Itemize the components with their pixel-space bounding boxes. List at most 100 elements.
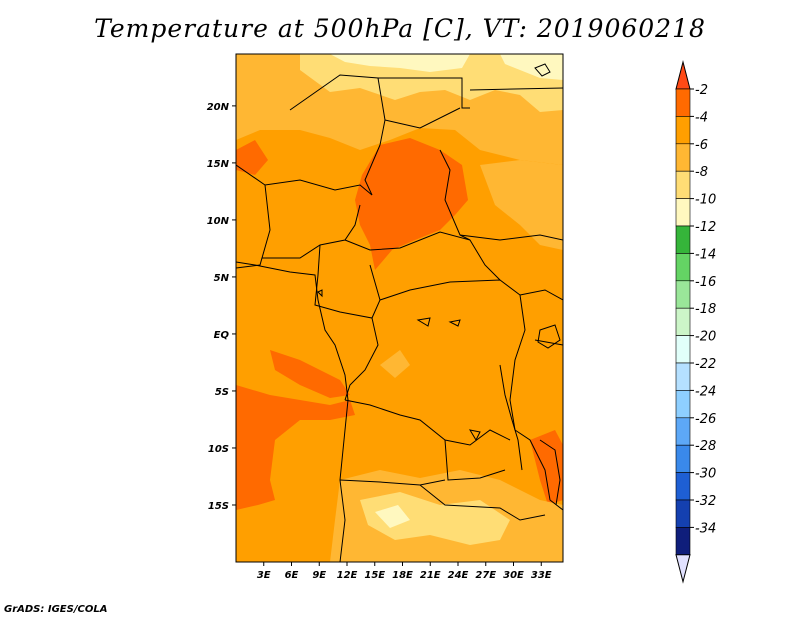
- lon-tick-label: 18E: [392, 570, 413, 581]
- colorbar-box: [675, 307, 691, 336]
- border-libya-chad: [384, 107, 461, 129]
- axis-ticks: 20N 15N 10N 5N EQ 5S 10S 15S 3E 6E 9E 12E 15E 18E 21E 2…: [207, 102, 552, 581]
- country-borders: [236, 63, 563, 562]
- lon-tick-label: 27E: [475, 570, 496, 581]
- colorbar: -2 -4 -6 -8 -10 -12 -14 -16 -18 -20 -22 -24 -26 -28 -3…: [675, 60, 716, 584]
- field-palest-north: [330, 54, 470, 72]
- lat-tick-label: 15N: [207, 159, 230, 170]
- field-cool-east: [480, 160, 563, 250]
- border-sudan-ss: [459, 234, 563, 241]
- border-drc-angola: [344, 399, 511, 446]
- colorbar-label: -6: [695, 138, 708, 153]
- lat-tick-label: 5N: [214, 273, 230, 284]
- colorbar-box: [675, 472, 691, 501]
- border-bioko: [317, 289, 323, 298]
- lon-tick-label: 6E: [285, 570, 299, 581]
- lat-tick-label: 5S: [215, 387, 229, 398]
- colorbar-label: -2: [695, 83, 708, 98]
- colorbar-box: [675, 88, 691, 117]
- colorbar-box: [675, 417, 691, 446]
- lon-tick-label: 33E: [531, 570, 552, 581]
- colorbar-label: -20: [695, 330, 716, 345]
- colorbar-label: -24: [695, 384, 716, 399]
- border-angola-namibia: [339, 479, 446, 486]
- border-coast-east: [539, 439, 561, 506]
- lat-tick-label: 20N: [207, 102, 230, 113]
- border-west-africa: [236, 257, 263, 269]
- colorbar-box: [675, 280, 691, 309]
- colorbar-label: -34: [695, 521, 716, 536]
- lon-tick-label: 30E: [503, 570, 524, 581]
- plot-frame: [235, 53, 564, 563]
- temperature-field: [236, 54, 563, 562]
- colorbar-label: -18: [695, 302, 716, 317]
- colorbar-box: [675, 527, 691, 556]
- colorbar-label: -4: [695, 110, 708, 125]
- border-chad-sudan: [439, 149, 471, 241]
- border-libya-egypt: [378, 77, 470, 109]
- chart-title: Temperature at 500hPa [C], VT: 201906021…: [94, 14, 706, 43]
- colorbar-label: -12: [695, 220, 716, 235]
- field-pale-south: [375, 505, 410, 528]
- border-namibia: [419, 484, 546, 521]
- lat-tick-label: 10N: [207, 216, 230, 227]
- grads-credit: GrADS: IGES/COLA: [4, 604, 108, 615]
- border-lake-victoria: [537, 324, 561, 349]
- border-lakes: [499, 364, 523, 471]
- colorbar-label: -30: [695, 467, 716, 482]
- border-drc-north: [379, 279, 521, 301]
- lon-tick-label: 15E: [364, 570, 385, 581]
- colorbar-box: [675, 198, 691, 227]
- border-lake-small3: [468, 429, 481, 442]
- colorbar-label: -14: [695, 247, 716, 262]
- border-niger-chad: [364, 144, 381, 196]
- border-lake-small2: [448, 319, 461, 327]
- border-lake-small: [416, 317, 431, 327]
- field-cool-center: [380, 350, 410, 378]
- border-egypt-sudan: [469, 87, 563, 91]
- field-warm-nw: [236, 140, 268, 175]
- field-warm-streak: [270, 350, 350, 398]
- lon-tick-label: 21E: [420, 570, 441, 581]
- lat-tick-label: 10S: [208, 444, 229, 455]
- colorbar-label: -22: [695, 357, 716, 372]
- colorbar-label: -28: [695, 439, 716, 454]
- colorbar-box: [675, 362, 691, 391]
- colorbar-label: -32: [695, 494, 716, 509]
- lat-tick-label: 15S: [208, 501, 229, 512]
- lon-tick-label: 12E: [337, 570, 358, 581]
- lon-tick-label: 3E: [257, 570, 271, 581]
- colorbar-label: -16: [695, 275, 716, 290]
- colorbar-box: [675, 225, 691, 254]
- field-cooler-north: [300, 54, 563, 112]
- colorbar-box: [675, 444, 691, 473]
- border-congo: [344, 317, 379, 401]
- border-car: [344, 231, 501, 281]
- colorbar-top-arrow: [675, 60, 691, 90]
- field-warm-central: [355, 138, 468, 270]
- lat-tick-label: EQ: [214, 330, 230, 341]
- colorbar-box: [675, 335, 691, 364]
- colorbar-label: -8: [695, 165, 708, 180]
- colorbar-bottom-arrow: [675, 554, 691, 584]
- border-nigeria: [261, 184, 361, 259]
- border-coast: [236, 261, 349, 562]
- colorbar-label: -26: [695, 412, 716, 427]
- border-east3: [534, 339, 563, 346]
- colorbar-label: -10: [695, 193, 716, 208]
- border-island: [534, 63, 551, 77]
- colorbar-box: [675, 170, 691, 199]
- colorbar-box: [675, 390, 691, 419]
- border-east2: [519, 289, 563, 301]
- lon-tick-label: 24E: [448, 570, 469, 581]
- field-warm-se: [530, 430, 563, 505]
- colorbar-box: [675, 253, 691, 282]
- field-warm-west: [236, 385, 355, 510]
- lon-tick-label: 9E: [312, 570, 326, 581]
- colorbar-box: [675, 116, 691, 145]
- colorbar-box: [675, 143, 691, 172]
- border-angola-zambia: [444, 439, 506, 481]
- border-sahel: [236, 164, 373, 196]
- colorbar-box: [675, 499, 691, 528]
